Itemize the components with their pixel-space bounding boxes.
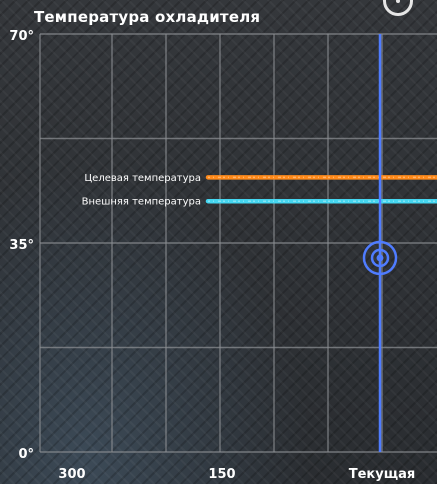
y-tick-label: 70° bbox=[9, 29, 34, 44]
chart-title: Температура охладителя bbox=[34, 8, 261, 26]
axis-ticks: 70° 35° 0° 300 150 Текущая bbox=[9, 29, 415, 482]
current-marker bbox=[362, 34, 398, 452]
chart-series: Целевая температура Внешняя температура bbox=[82, 173, 437, 208]
x-tick-label: Текущая bbox=[349, 467, 415, 482]
y-tick-label: 0° bbox=[18, 447, 34, 462]
series-label: Внешняя температура bbox=[82, 197, 201, 208]
x-tick-label: 150 bbox=[208, 467, 235, 482]
y-tick-label: 35° bbox=[9, 238, 34, 253]
x-tick-label: 300 bbox=[58, 467, 85, 482]
series-label: Целевая температура bbox=[84, 173, 201, 184]
current-dot bbox=[376, 254, 384, 262]
current-ring-outer bbox=[362, 240, 398, 276]
current-ring-inner bbox=[370, 248, 390, 268]
